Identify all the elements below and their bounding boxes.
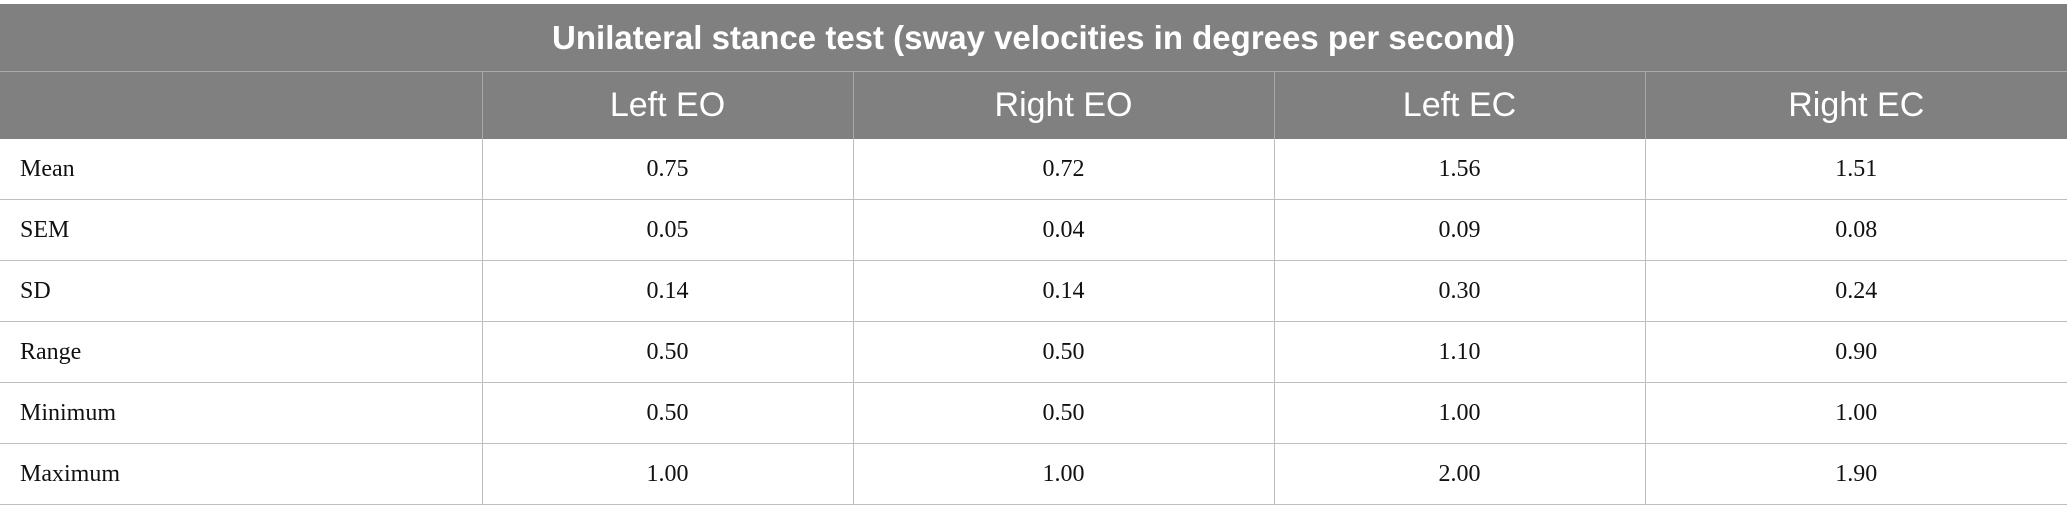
cell-value: 0.14 — [852, 260, 1274, 322]
cell-value: 1.00 — [852, 443, 1274, 505]
column-header-right-ec: Right EC — [1644, 71, 2067, 139]
cell-value: 0.50 — [852, 382, 1274, 444]
cell-value: 0.72 — [852, 139, 1274, 200]
table-row: SEM 0.05 0.04 0.09 0.08 — [0, 199, 2067, 261]
cell-value: 1.90 — [1644, 443, 2067, 505]
column-header-row: Left EO Right EO Left EC Right EC — [0, 71, 2067, 139]
row-label: Maximum — [0, 443, 482, 505]
cell-value: 0.08 — [1644, 199, 2067, 261]
row-label: SEM — [0, 199, 482, 261]
cell-value: 1.00 — [1644, 382, 2067, 444]
cell-value: 1.00 — [481, 443, 853, 505]
cell-value: 2.00 — [1273, 443, 1645, 505]
cell-value: 0.50 — [481, 382, 853, 444]
cell-value: 1.56 — [1273, 139, 1645, 200]
cell-value: 0.30 — [1273, 260, 1645, 322]
cell-value: 0.05 — [481, 199, 853, 261]
column-header-empty — [0, 71, 482, 139]
cell-value: 0.50 — [481, 321, 853, 383]
cell-value: 1.00 — [1273, 382, 1645, 444]
cell-value: 0.04 — [852, 199, 1274, 261]
row-label: Minimum — [0, 382, 482, 444]
table-row: Maximum 1.00 1.00 2.00 1.90 — [0, 443, 2067, 505]
cell-value: 0.90 — [1644, 321, 2067, 383]
cell-value: 0.75 — [481, 139, 853, 200]
row-label: Mean — [0, 139, 482, 200]
row-label: SD — [0, 260, 482, 322]
cell-value: 1.51 — [1644, 139, 2067, 200]
column-header-left-eo: Left EO — [481, 71, 853, 139]
stats-table: Unilateral stance test (sway velocities … — [0, 4, 2067, 505]
table-title-row: Unilateral stance test (sway velocities … — [0, 4, 2067, 72]
table-row: SD 0.14 0.14 0.30 0.24 — [0, 260, 2067, 322]
table-title: Unilateral stance test (sway velocities … — [0, 4, 2067, 72]
column-header-right-eo: Right EO — [852, 71, 1274, 139]
row-label: Range — [0, 321, 482, 383]
cell-value: 0.14 — [481, 260, 853, 322]
table-row: Mean 0.75 0.72 1.56 1.51 — [0, 139, 2067, 200]
cell-value: 1.10 — [1273, 321, 1645, 383]
cell-value: 0.24 — [1644, 260, 2067, 322]
column-header-left-ec: Left EC — [1273, 71, 1645, 139]
cell-value: 0.09 — [1273, 199, 1645, 261]
table-row: Minimum 0.50 0.50 1.00 1.00 — [0, 382, 2067, 444]
table-row: Range 0.50 0.50 1.10 0.90 — [0, 321, 2067, 383]
cell-value: 0.50 — [852, 321, 1274, 383]
